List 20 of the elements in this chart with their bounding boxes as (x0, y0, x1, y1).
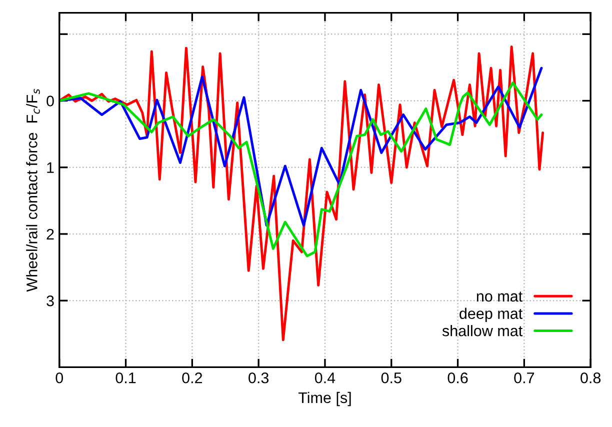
x-tick-label: 0.7 (514, 372, 534, 384)
x-tick-label: 0.4 (314, 372, 336, 384)
legend-label: shallow mat (442, 325, 523, 336)
line-series (59, 66, 543, 227)
x-tick-label: 0 (56, 372, 64, 384)
y-tick-label: 2 (46, 228, 54, 240)
x-tick-label: 0.2 (182, 372, 202, 384)
legend-label: no mat (476, 292, 523, 302)
x-tick-label: 0.8 (580, 372, 601, 384)
y-tick-label: 3 (46, 295, 54, 306)
y-axis-title: Wheel/rail contact force F$_{c}$/F$_{s}$ (26, 88, 40, 292)
x-tick-label: 0.3 (248, 372, 269, 384)
y-tick-label: 1 (47, 162, 54, 173)
x-tick-label: 0.5 (381, 372, 402, 384)
x-axis-title: Time [s] (298, 392, 351, 406)
legend-label: deep mat (460, 308, 523, 322)
line-series (59, 82, 543, 258)
x-tick-label: 0.6 (448, 372, 468, 384)
y-tick-label: 0 (46, 96, 54, 106)
x-tick-label: 0.1 (116, 372, 136, 384)
